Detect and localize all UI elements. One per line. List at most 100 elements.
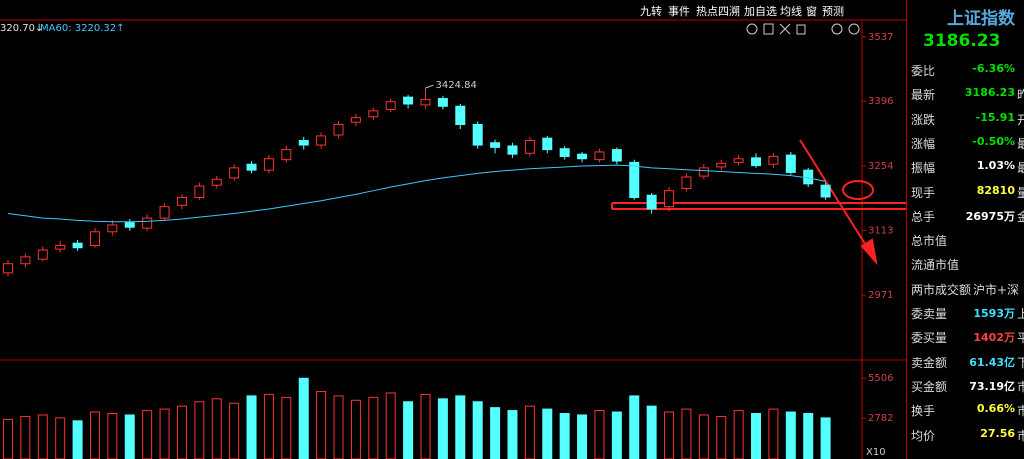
volume-bar [403, 401, 414, 459]
candle-body [263, 158, 274, 171]
volume-bar [176, 405, 187, 459]
peak-leader [425, 84, 434, 89]
row-label: 涨幅 [911, 136, 936, 151]
y-tick-label: 3396 [868, 96, 893, 107]
chart: 320.70↓MA60: 3220.32↑ 3537 3396 3254 3113 297… [0, 19, 906, 459]
row-value: 1593万 [973, 307, 1015, 320]
info-panel: 上证指数 3186.23 委比 -6.36% 最新 3186.23 昨涨跌 -15.91 开… [906, 0, 1024, 459]
user-annotations [611, 139, 906, 266]
peak-label: 3424.84 [436, 80, 477, 91]
row-label: 涨跌 [911, 112, 936, 127]
volume-bar [298, 377, 309, 459]
panel-row: 最新 3186.23 昨 [911, 86, 1024, 106]
row-label: 换手 [911, 404, 936, 419]
volume-bar [542, 408, 553, 459]
row-suffix: 市 [1017, 428, 1024, 443]
row-suffix: 下 [1017, 355, 1024, 370]
candle-body [159, 206, 170, 219]
toolbar-tab[interactable]: 事件 [668, 5, 690, 18]
row-value: 61.43亿 [969, 355, 1015, 369]
candle-body [611, 149, 622, 162]
candle-body [681, 176, 692, 189]
volume-bar [646, 405, 657, 459]
row-label: 总市值 [911, 234, 948, 249]
toolbar-tab[interactable]: 均线 [780, 5, 802, 18]
row-value: -0.50% [972, 134, 1015, 148]
toolbar-tab[interactable]: 加自选 [744, 5, 777, 18]
candle-body [281, 149, 292, 161]
candle-body [542, 137, 553, 151]
row-suffix: 沪市+深 [973, 282, 1020, 297]
candle-body [298, 139, 309, 146]
y-tick-label: 3113 [868, 225, 893, 236]
candle-body [420, 98, 431, 106]
row-value: -15.91 [975, 110, 1015, 124]
volume-bar [368, 396, 379, 459]
candle-body [20, 256, 31, 265]
toolbar-tab[interactable]: 窗 [806, 5, 817, 18]
candle-body [211, 178, 222, 186]
candle-body [403, 96, 414, 105]
panel-row: 委比 -6.36% [911, 62, 1024, 82]
candle-body [716, 162, 727, 168]
y-tick-label: 3537 [868, 32, 893, 43]
candle-body [559, 148, 570, 157]
volume-bar [246, 395, 257, 459]
row-suffix: 量 [1017, 185, 1024, 200]
panel-row: 涨幅 -0.50% 最 [911, 135, 1024, 155]
row-label: 委买量 [911, 331, 948, 346]
volume-bar [524, 405, 535, 459]
row-label: 委卖量 [911, 307, 948, 321]
row-suffix: 市 [1017, 379, 1024, 394]
row-value: 27.56 [980, 426, 1015, 440]
y-tick-label: 3254 [868, 161, 893, 172]
row-value: 73.19亿 [969, 379, 1015, 393]
panel-row: 委买量 1402万平 [911, 329, 1024, 349]
panel-row: 涨跌 -15.91 开 [911, 111, 1024, 131]
panel-row: 振幅 1.03% 最 [911, 159, 1024, 179]
volume-bar [768, 408, 779, 459]
candle-body [368, 110, 379, 118]
panel-price: 3186.23 [923, 31, 1001, 51]
volume-bar [159, 408, 170, 459]
panel-row: 两市成交额 沪市+深 [911, 281, 1024, 301]
candle-body [768, 155, 779, 165]
volume-bar [559, 413, 570, 459]
toolbar-tab[interactable]: 九转 [640, 5, 662, 18]
row-value: 1.03% [976, 159, 1015, 173]
volume-bar [211, 398, 222, 459]
candle-body [142, 217, 153, 229]
panel-row: 现手 82810 量 [911, 184, 1024, 204]
volume-bar [281, 396, 292, 459]
candle-body [316, 135, 327, 146]
volume-bar [55, 417, 66, 459]
volume-bar [142, 410, 153, 459]
row-label: 总手 [911, 209, 936, 224]
volume-bar [472, 401, 483, 459]
row-label: 两市成交额 [911, 282, 972, 297]
candle-body [664, 190, 675, 208]
row-value: 82810 [976, 183, 1015, 197]
candle-body [507, 145, 518, 155]
panel-row: 换手 0.66% 市 [911, 402, 1024, 422]
row-label: 买金额 [911, 379, 948, 394]
candle-body [229, 167, 240, 179]
volume-bar [37, 414, 48, 459]
volume-bar [507, 410, 518, 459]
row-value: 1402万 [973, 331, 1015, 345]
toolbar-tab[interactable]: 热点四溯 [696, 5, 740, 18]
candle-body [629, 161, 640, 199]
candle-body [646, 194, 657, 210]
row-value: 3186.23 [964, 86, 1015, 100]
volume-bar [350, 399, 361, 459]
volume-bar [751, 413, 762, 459]
toolbar-tab[interactable]: 预测 [822, 5, 844, 18]
row-label: 流通市值 [911, 258, 960, 273]
volume-bar [455, 395, 466, 459]
row-label: 振幅 [911, 161, 936, 176]
candle-body [751, 157, 762, 167]
candle-body [124, 222, 135, 228]
candle-body [820, 184, 831, 198]
row-value: 0.66% [976, 402, 1015, 416]
panel-row: 总手 26975万金 [911, 208, 1024, 228]
